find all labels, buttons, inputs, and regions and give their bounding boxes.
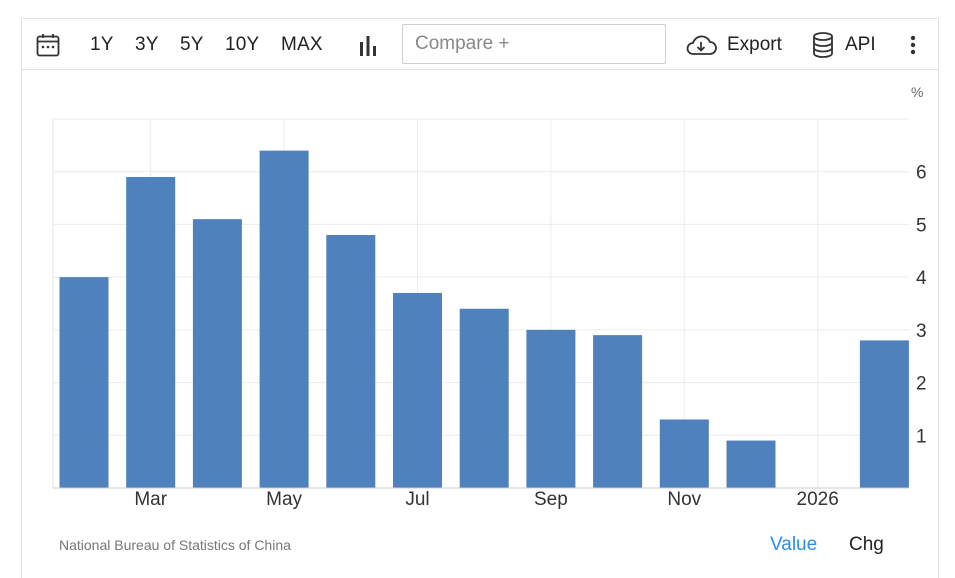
range-5y-button[interactable]: 5Y xyxy=(180,34,204,55)
cloud-download-icon[interactable] xyxy=(685,34,717,56)
y-tick-label: 4 xyxy=(916,268,927,289)
chg-tab[interactable]: Chg xyxy=(849,534,884,555)
bar xyxy=(326,234,376,488)
chart-panel xyxy=(21,18,939,578)
bar xyxy=(126,176,176,488)
source-label[interactable]: National Bureau of Statistics of China xyxy=(59,537,291,553)
y-tick-label: 1 xyxy=(916,426,927,447)
unit-label: % xyxy=(911,84,924,100)
bar xyxy=(259,150,309,488)
database-icon[interactable] xyxy=(812,32,834,58)
export-button[interactable]: Export xyxy=(727,34,782,55)
compare-input[interactable] xyxy=(402,24,666,64)
y-tick-label: 5 xyxy=(916,215,927,236)
bar xyxy=(393,292,442,488)
bar xyxy=(59,277,109,488)
range-max-button[interactable]: MAX xyxy=(281,34,323,55)
x-tick-label: Sep xyxy=(534,489,568,510)
more-vertical-icon[interactable] xyxy=(909,35,917,55)
x-tick-label: Jul xyxy=(405,489,429,510)
bar xyxy=(726,440,776,488)
range-10y-button[interactable]: 10Y xyxy=(225,34,260,55)
range-3y-button[interactable]: 3Y xyxy=(135,34,159,55)
bar xyxy=(459,308,509,488)
x-tick-label: Mar xyxy=(134,489,167,510)
range-1y-button[interactable]: 1Y xyxy=(90,34,114,55)
y-tick-label: 2 xyxy=(916,374,927,395)
y-tick-label: 3 xyxy=(916,321,927,342)
bar xyxy=(526,329,576,488)
x-tick-label: 2026 xyxy=(797,489,839,510)
toolbar: 1Y 3Y 5Y 10Y MAX Export API xyxy=(22,19,938,70)
x-tick-label: Nov xyxy=(667,489,701,510)
bar-chart-icon[interactable] xyxy=(358,34,378,56)
bar xyxy=(859,340,909,488)
x-tick-label: May xyxy=(266,489,302,510)
value-tab[interactable]: Value xyxy=(770,534,818,555)
api-button[interactable]: API xyxy=(845,34,876,55)
bar xyxy=(659,419,709,488)
bar-chart: 1 2 3 4 5 6 Mar May Jul Sep Nov 2026 xyxy=(52,118,927,510)
y-tick-label: 6 xyxy=(916,163,927,184)
calendar-icon[interactable] xyxy=(36,33,60,57)
bar xyxy=(593,335,643,488)
bar xyxy=(192,219,242,488)
